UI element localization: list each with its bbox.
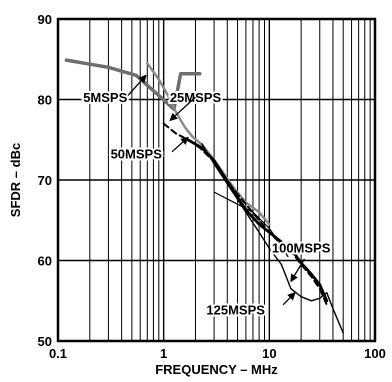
- series-line-unlabeled: [213, 191, 289, 258]
- series-group: [64, 58, 344, 334]
- series-line-25msps: [146, 62, 271, 226]
- y-tick-label: 90: [38, 12, 52, 27]
- plot-frame: [56, 17, 377, 343]
- annotation-label: 50MSPS: [111, 146, 163, 161]
- y-tick-label: 60: [38, 254, 52, 269]
- annotation-arrow: [171, 136, 189, 153]
- annotation-arrow: [127, 74, 147, 96]
- series-line-100msps: [186, 138, 329, 303]
- annotation-arrow: [169, 96, 196, 122]
- y-tick-label: 50: [38, 334, 52, 349]
- y-tick-label: 80: [38, 93, 52, 108]
- annotation-arrow: [290, 258, 306, 283]
- series-line-5msps: [64, 58, 202, 111]
- y-axis-title: SFDR – dBc: [8, 143, 23, 217]
- annotation-label: 5MSPS: [83, 90, 127, 105]
- series-line-50msps: [162, 122, 328, 306]
- tick-labels: 0.1 1 10 100 50 60 70 80 90: [38, 12, 386, 361]
- grid: [58, 19, 375, 341]
- x-tick-label: 0.1: [49, 346, 67, 361]
- y-tick-label: 70: [38, 173, 52, 188]
- x-tick-label: 10: [262, 346, 276, 361]
- annotation-arrow: [282, 291, 296, 306]
- series-line-125msps: [201, 143, 344, 334]
- annotation-label: 125MSPS: [206, 302, 265, 317]
- x-axis-title: FREQUENCY – MHz: [155, 362, 278, 377]
- x-tick-label: 100: [364, 346, 386, 361]
- x-tick-label: 1: [160, 346, 167, 361]
- annotation-label: 100MSPS: [272, 240, 331, 255]
